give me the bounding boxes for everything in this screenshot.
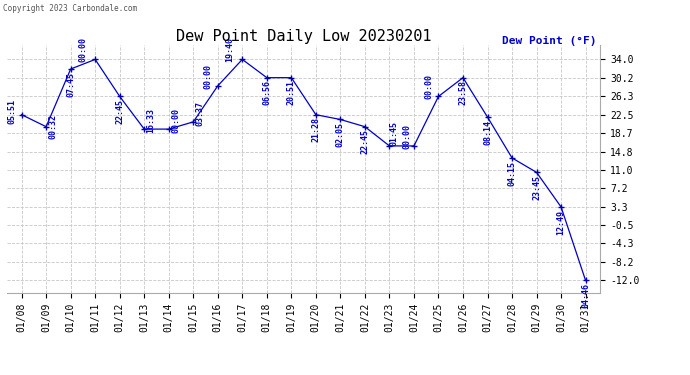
Text: 00:00: 00:00: [424, 74, 433, 99]
Text: 06:56: 06:56: [262, 81, 271, 105]
Text: Dew Point (°F): Dew Point (°F): [502, 36, 597, 46]
Text: 22:45: 22:45: [360, 129, 369, 154]
Text: 19:40: 19:40: [226, 37, 235, 62]
Text: 20:51: 20:51: [287, 81, 296, 105]
Text: 22:45: 22:45: [115, 99, 124, 124]
Text: 23:58: 23:58: [458, 81, 468, 105]
Text: 00:00: 00:00: [402, 124, 411, 149]
Title: Dew Point Daily Low 20230201: Dew Point Daily Low 20230201: [176, 29, 431, 44]
Text: 23:45: 23:45: [532, 175, 541, 200]
Text: 16:33: 16:33: [147, 108, 156, 133]
Text: 08:14: 08:14: [483, 120, 492, 145]
Text: 01:45: 01:45: [389, 121, 398, 146]
Text: 03:37: 03:37: [196, 101, 205, 126]
Text: 04:46: 04:46: [581, 283, 590, 308]
Text: 07:45: 07:45: [66, 72, 75, 97]
Text: 12:49: 12:49: [557, 210, 566, 235]
Text: 00:00: 00:00: [204, 64, 213, 88]
Text: Copyright 2023 Carbondale.com: Copyright 2023 Carbondale.com: [3, 4, 137, 13]
Text: 00:00: 00:00: [171, 108, 180, 133]
Text: 21:28: 21:28: [311, 117, 320, 142]
Text: 05:51: 05:51: [8, 99, 17, 124]
Text: 00:00: 00:00: [78, 37, 87, 62]
Text: 02:05: 02:05: [336, 122, 345, 147]
Text: 00:32: 00:32: [48, 114, 57, 139]
Text: 04:15: 04:15: [508, 161, 517, 186]
